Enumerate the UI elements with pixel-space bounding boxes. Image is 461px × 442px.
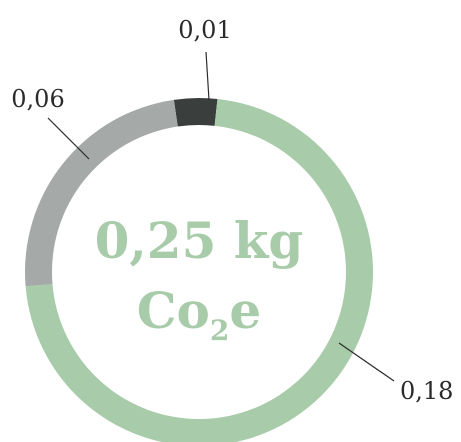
slice-value-label: 0,06 xyxy=(11,85,64,113)
center-unit-text: Co2e xyxy=(137,281,261,347)
center-unit-tail: e xyxy=(229,281,261,340)
leader-line xyxy=(47,117,90,160)
leader-lines xyxy=(47,51,395,382)
donut-slice xyxy=(24,99,178,287)
center-unit-subscript: 2 xyxy=(210,314,229,347)
slice-value-label: 0,01 xyxy=(178,16,231,44)
center-unit-main: Co xyxy=(137,281,210,340)
slice-value-label: 0,18 xyxy=(400,377,453,405)
center-value-text: 0,25 kg xyxy=(95,211,304,270)
slice-labels: 0,01 0,18 0,06 xyxy=(11,16,453,405)
donut-slice xyxy=(173,97,218,127)
donut-slices xyxy=(24,97,373,442)
leader-line xyxy=(338,342,395,382)
leader-line xyxy=(205,51,210,101)
